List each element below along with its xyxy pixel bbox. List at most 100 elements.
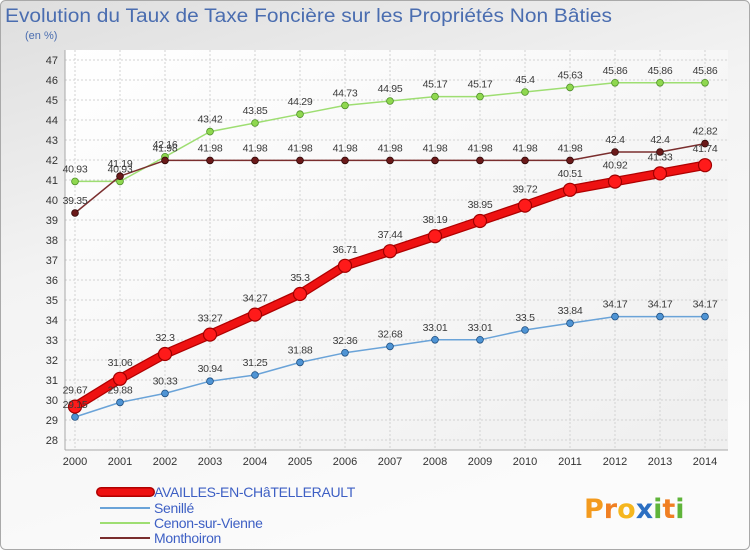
data-point [341,156,349,165]
data-label: 39.72 [513,184,538,196]
data-label: 31.06 [108,357,133,369]
data-point [296,110,304,118]
data-point [161,389,169,398]
data-point [251,371,259,379]
chart-subtitle: (en %) [25,30,57,42]
chart-title: Evolution du Taux de Taxe Foncière sur l… [5,6,612,27]
data-label: 45.86 [648,65,673,77]
data-point [112,371,128,386]
data-label: 34.27 [243,293,268,305]
data-label: 41.98 [378,142,403,154]
legend-item-senille: Senillé [100,500,195,516]
y-tick-label: 33 [46,335,58,347]
data-point [386,97,394,105]
data-label: 40.92 [603,160,628,172]
series-group [67,79,713,421]
data-point [517,198,533,213]
data-point [701,139,709,148]
data-point [652,166,668,181]
data-label: 31.25 [243,357,268,369]
data-point [251,119,259,127]
data-point [161,156,169,165]
data-point [476,156,484,165]
data-label: 41.98 [468,142,493,154]
y-tick-label: 45 [46,95,58,107]
y-tick-label: 39 [46,215,58,227]
data-label: 42.82 [693,126,718,138]
y-tick-label: 34 [46,315,58,327]
logo-letter: i [675,494,684,525]
data-point [71,209,79,217]
y-tick-label: 37 [46,255,58,267]
x-tick-label: 2004 [243,456,267,468]
data-label: 30.33 [153,375,178,387]
data-label: 39.35 [63,195,88,207]
data-point [562,182,578,197]
data-point [202,327,218,342]
data-point [71,177,79,186]
legend-label: AVAILLES-EN-CHâTELLERAULT [154,484,356,500]
data-point [427,229,443,244]
data-label: 37.44 [378,229,403,241]
data-label: 41.33 [648,151,673,163]
x-tick-label: 2011 [558,456,582,468]
data-point [566,156,574,165]
y-tick-label: 44 [46,115,58,127]
data-point [206,377,214,386]
data-point [67,399,83,414]
data-label: 42.4 [605,134,625,146]
data-label: 41.98 [513,142,538,154]
data-point [116,172,124,181]
data-point [431,156,439,165]
data-label: 45.86 [603,65,628,77]
data-label: 32.3 [155,332,175,344]
data-label: 41.98 [333,142,358,154]
y-tick-label: 43 [46,135,58,147]
x-tick-label: 2013 [648,456,672,468]
data-label: 42.4 [650,134,670,146]
x-tick-label: 2002 [153,456,177,468]
y-tick-label: 31 [46,375,58,387]
data-label: 41.98 [288,142,313,154]
labels-senille: 29.15 29.88 30.33 30.94 31.25 31.88 32.36 32.68… [63,299,719,411]
data-label: 45.17 [468,79,493,91]
legend-item-cenon: Cenon-sur-Vienne [100,515,263,531]
logo-letter: o [617,494,636,525]
data-point [247,307,263,322]
data-point [521,326,529,334]
data-point [697,158,713,173]
data-label: 33.84 [558,305,583,317]
data-point [611,312,619,321]
y-tick-label: 36 [46,275,58,287]
data-point [296,358,304,367]
data-point [472,213,488,229]
data-label: 29.88 [108,384,133,396]
labels-monthoiron: 39.35 41.19 41.98 41.98 41.98 41.98 41.98 41.98… [63,126,719,207]
data-label: 42.16 [153,139,178,151]
data-label: 38.95 [468,199,493,211]
data-label: 34.17 [648,299,673,311]
y-tick-label: 32 [46,355,58,367]
x-tick-label: 2007 [378,456,402,468]
data-label: 41.98 [423,142,448,154]
data-point [157,346,173,362]
data-label: 34.17 [603,299,628,311]
x-tick-label: 2000 [63,456,87,468]
x-tick-label: 2006 [333,456,357,468]
data-point [611,148,619,156]
y-tick-label: 46 [46,75,58,87]
logo-letter: x [636,494,653,525]
data-label: 45.17 [423,79,448,91]
series-availles-en-chatellerault [67,158,713,414]
data-label: 41.19 [108,158,133,170]
data-point [341,348,349,357]
data-label: 44.73 [333,87,358,99]
data-label: 41.98 [558,142,583,154]
data-point [656,79,664,87]
data-label: 33.01 [423,322,448,334]
data-label: 33.01 [468,322,493,334]
data-label: 45.4 [515,74,535,86]
axis-ticks: 28 29 30 31 32 33 34 35 36 37 38 39 40 41 42 43 44 45 46 47… [46,55,717,468]
data-label: 35.3 [290,272,310,284]
